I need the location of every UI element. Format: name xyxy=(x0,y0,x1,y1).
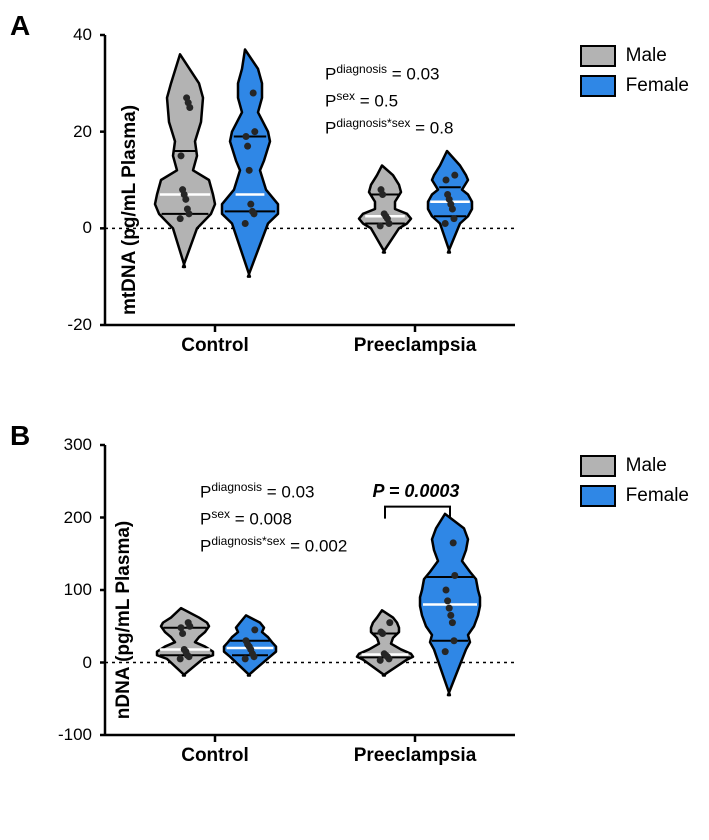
stat-line: Psex = 0.008 xyxy=(200,505,347,532)
panel-a-label: A xyxy=(10,10,30,42)
y-tick-label: -20 xyxy=(67,315,100,335)
legend-b: Male Female xyxy=(580,455,689,515)
panel-a: A mtDNA (pg/mL Plasma) -2002040 ControlP… xyxy=(10,10,699,410)
panel-a-svg xyxy=(100,30,520,360)
stat-line: Pdiagnosis*sex = 0.8 xyxy=(325,114,453,141)
x-tick-label: Preeclampsia xyxy=(354,335,477,357)
legend-male-label: Male xyxy=(626,45,667,67)
y-tick-label: -100 xyxy=(58,725,100,745)
legend-male: Male xyxy=(580,45,689,67)
legend-female-b: Female xyxy=(580,485,689,507)
y-tick-label: 0 xyxy=(83,218,100,238)
panel-a-plot: -2002040 ControlPreeclampsia Pdiagnosis … xyxy=(100,30,520,360)
x-tick-label: Control xyxy=(181,335,249,357)
y-tick-label: 100 xyxy=(64,580,100,600)
x-tick-label: Control xyxy=(181,745,249,767)
panel-b-label: B xyxy=(10,420,30,452)
legend-female-label-b: Female xyxy=(626,485,689,507)
legend-a: Male Female xyxy=(580,45,689,105)
y-tick-label: 40 xyxy=(73,25,100,45)
stat-line: Pdiagnosis*sex = 0.002 xyxy=(200,532,347,559)
panel-b-significance: P = 0.0003 xyxy=(373,481,460,502)
panel-b: B nDNA (pg/mL Plasma) -1000100200300 Con… xyxy=(10,420,699,820)
panel-a-stats: Pdiagnosis = 0.03Psex = 0.5Pdiagnosis*se… xyxy=(325,60,453,141)
legend-male-swatch xyxy=(580,45,616,67)
legend-male-swatch-b xyxy=(580,455,616,477)
legend-female: Female xyxy=(580,75,689,97)
figure-container: A mtDNA (pg/mL Plasma) -2002040 ControlP… xyxy=(10,10,699,820)
y-tick-label: 300 xyxy=(64,435,100,455)
panel-b-plot: -1000100200300 ControlPreeclampsia Pdiag… xyxy=(100,440,520,770)
panel-b-stats: Pdiagnosis = 0.03Psex = 0.008Pdiagnosis*… xyxy=(200,478,347,559)
legend-female-swatch xyxy=(580,75,616,97)
x-tick-label: Preeclampsia xyxy=(354,745,477,767)
y-tick-label: 200 xyxy=(64,508,100,528)
legend-male-b: Male xyxy=(580,455,689,477)
stat-line: Pdiagnosis = 0.03 xyxy=(200,478,347,505)
legend-female-label: Female xyxy=(626,75,689,97)
legend-female-swatch-b xyxy=(580,485,616,507)
stat-line: Psex = 0.5 xyxy=(325,87,453,114)
y-tick-label: 0 xyxy=(83,653,100,673)
y-tick-label: 20 xyxy=(73,122,100,142)
stat-line: Pdiagnosis = 0.03 xyxy=(325,60,453,87)
legend-male-label-b: Male xyxy=(626,455,667,477)
